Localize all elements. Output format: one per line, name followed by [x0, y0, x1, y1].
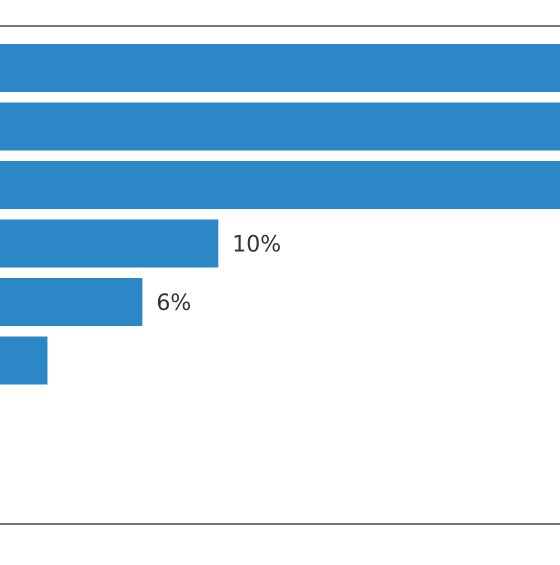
bar-2 — [0, 102, 560, 151]
data-label-4: 10% — [232, 233, 281, 258]
bars-layer — [0, 44, 560, 385]
bar-3 — [0, 161, 560, 209]
plot-frame — [0, 25, 560, 525]
data-labels-layer: 10% 6% — [156, 233, 281, 317]
bar-6 — [0, 336, 48, 385]
data-label-5: 6% — [156, 291, 191, 316]
bar-4 — [0, 219, 219, 268]
bar-1 — [0, 44, 560, 92]
bar-5 — [0, 278, 143, 326]
